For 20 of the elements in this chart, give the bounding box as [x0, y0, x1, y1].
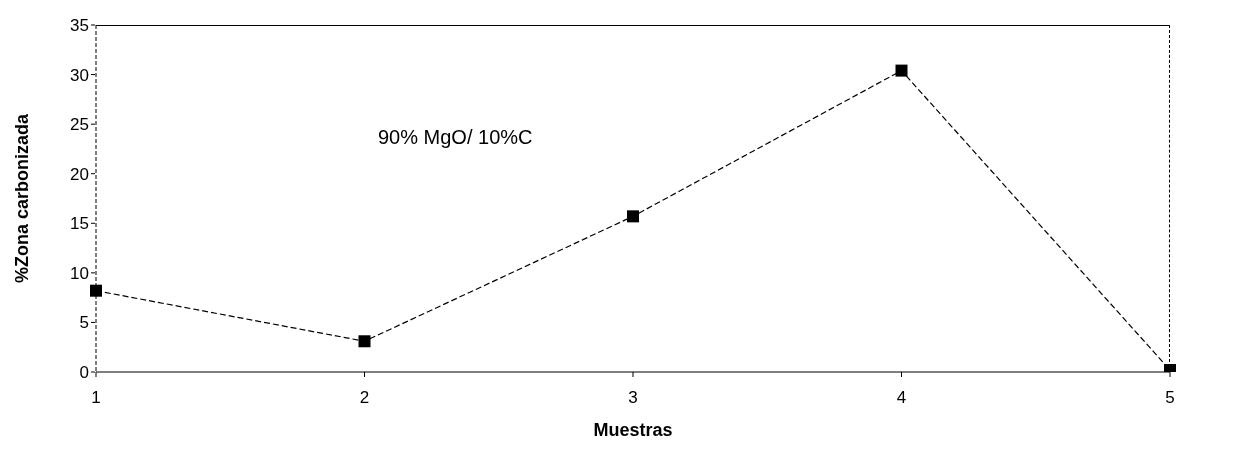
- x-tick-label: 5: [1165, 388, 1175, 408]
- y-tick-label: 25: [70, 115, 89, 135]
- x-tick-label: 2: [359, 388, 370, 408]
- y-tick-label: 20: [70, 164, 89, 184]
- y-tick-label: 0: [79, 363, 89, 383]
- x-tick-label: 4: [896, 388, 907, 408]
- y-tick-label: 35: [70, 16, 89, 36]
- y-tick-label: 15: [70, 214, 89, 234]
- x-tick-label: 3: [628, 388, 638, 408]
- point: [90, 284, 102, 297]
- y-tick-label: 5: [79, 313, 89, 333]
- x-tick-label: 1: [91, 388, 101, 408]
- point: [895, 64, 908, 77]
- point: [627, 210, 639, 223]
- annotation: 90% MgO/ 10%C: [378, 126, 533, 149]
- x-axis-title: Muestras: [592, 420, 674, 441]
- y-axis-title: %Zona carbonizada: [12, 113, 34, 284]
- y-tick-label: 30: [70, 65, 89, 85]
- y-tick-label: 10: [70, 263, 89, 283]
- point: [358, 335, 371, 348]
